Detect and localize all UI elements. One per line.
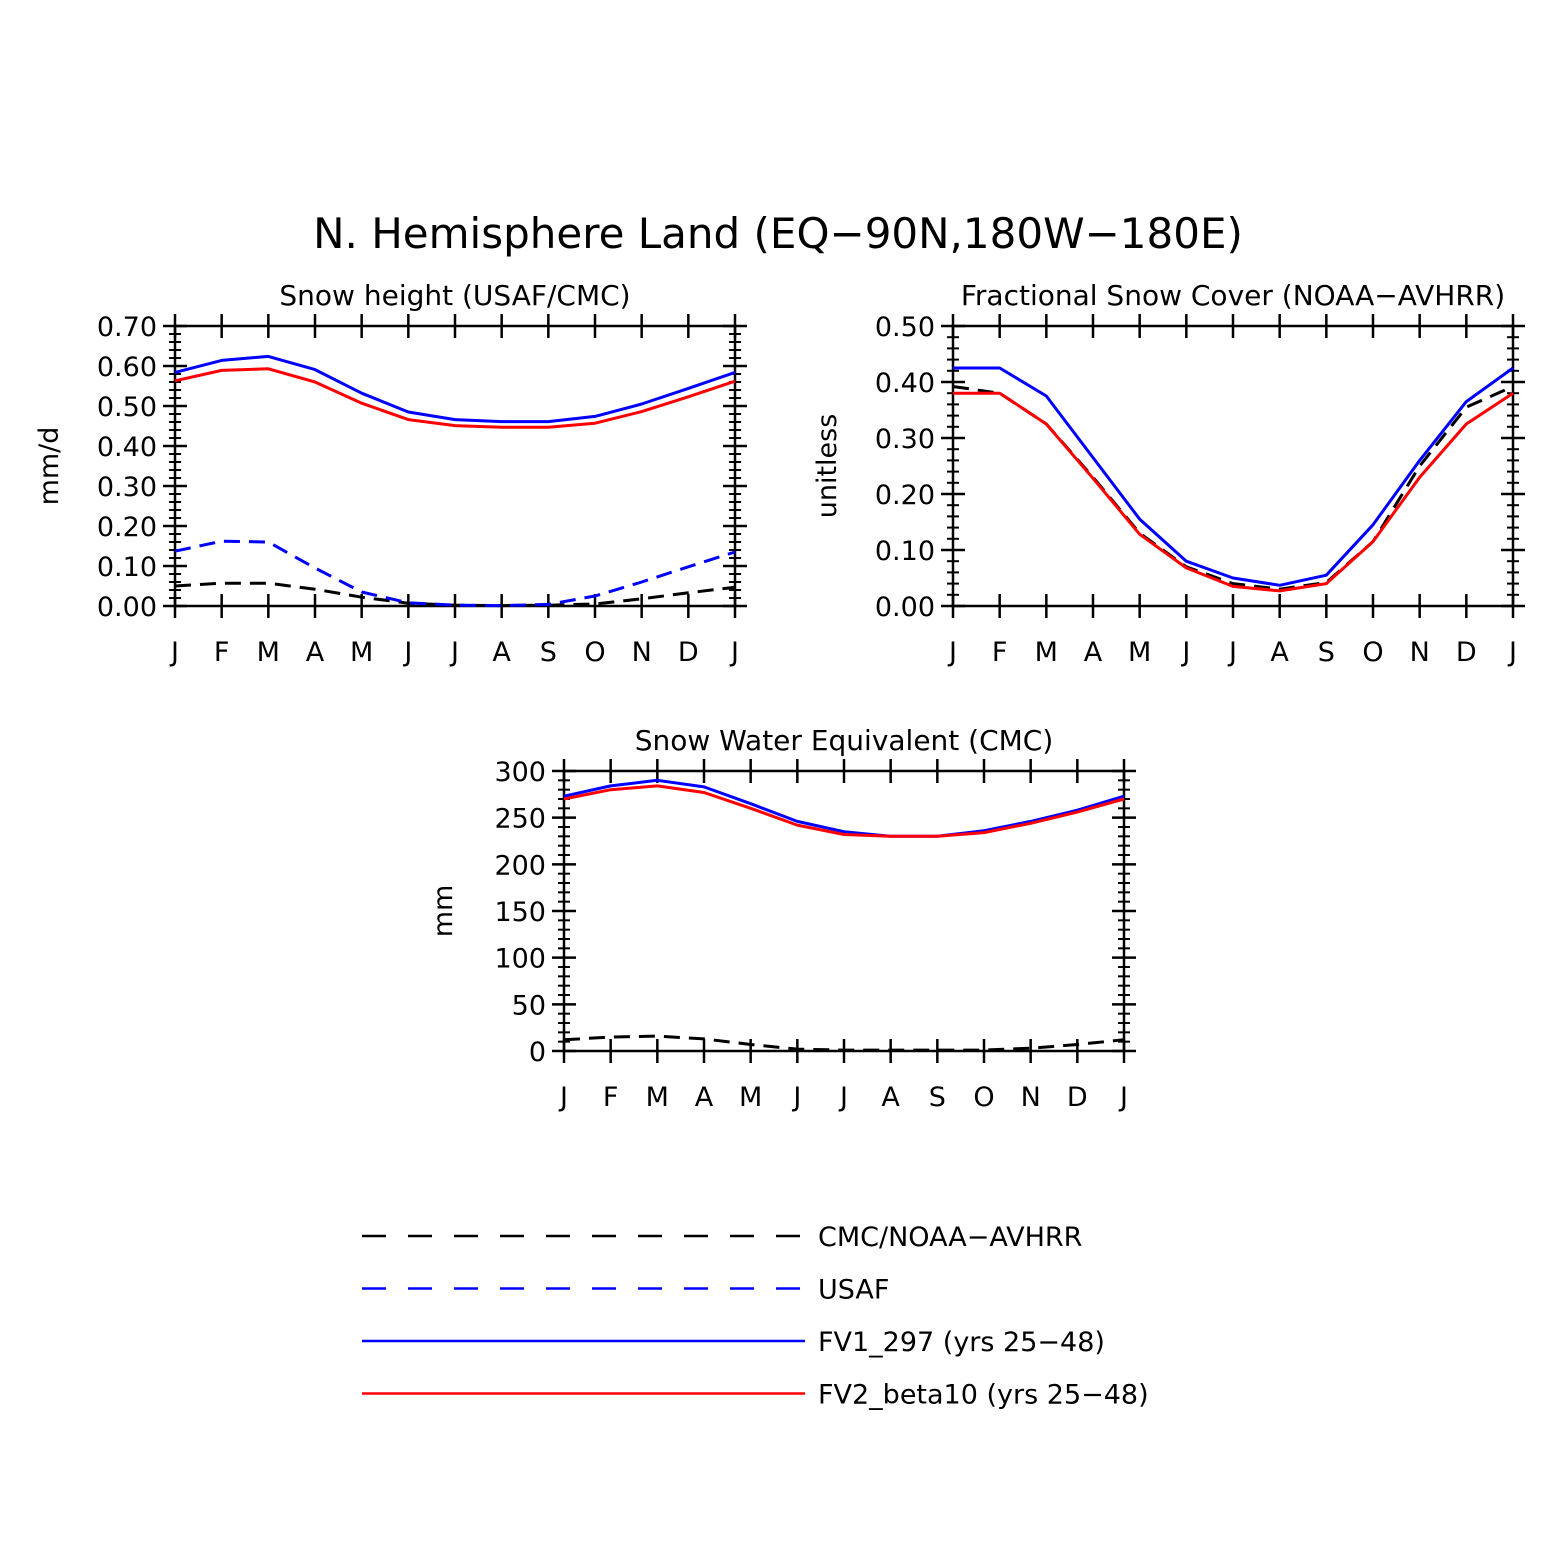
x-tick-label: J xyxy=(1180,637,1190,668)
y-axis-label: mm/d xyxy=(34,427,65,506)
plot-panels: Snow height (USAF/CMC) mm/d 0.00 0.10 0.20 0.… xyxy=(34,279,1525,1113)
y-tick-label: 250 xyxy=(494,804,546,835)
x-tick-label: N xyxy=(1410,637,1430,668)
x-tick-label: D xyxy=(678,637,699,668)
y-tick-label: 0.40 xyxy=(97,432,157,463)
panel-title: Snow Water Equivalent (CMC) xyxy=(635,724,1054,757)
legend-label-fv1: FV1_297 (yrs 25−48) xyxy=(818,1327,1105,1358)
x-tick-label: A xyxy=(1084,637,1103,668)
x-tick-label: J xyxy=(838,1082,848,1113)
x-tick-label: M xyxy=(1035,637,1058,668)
x-tick-label: S xyxy=(540,637,557,668)
panel-2: Fractional Snow Cover (NOAA−AVHRR) unitle… xyxy=(812,279,1525,668)
x-tick-label: A xyxy=(492,637,511,668)
y-tick-label: 0.30 xyxy=(875,424,935,455)
series-line-fv1 xyxy=(563,778,1125,838)
x-tick-label: S xyxy=(1318,637,1335,668)
panel-title: Snow height (USAF/CMC) xyxy=(279,279,630,312)
y-tick-label: 0.20 xyxy=(875,480,935,511)
x-tick-label: J xyxy=(169,637,179,668)
x-tick-label: N xyxy=(1021,1082,1041,1113)
y-tick-label: 0.50 xyxy=(97,392,157,423)
series-line-fv2 xyxy=(953,391,1514,593)
series-line-usaf xyxy=(174,539,736,608)
series-line-cmc xyxy=(174,581,736,608)
x-tick-label: M xyxy=(350,637,373,668)
x-tick-label: J xyxy=(1507,637,1517,668)
x-tick-label: J xyxy=(402,637,412,668)
y-tick-label: 0.50 xyxy=(875,312,935,343)
panel-title: Fractional Snow Cover (NOAA−AVHRR) xyxy=(961,279,1505,312)
x-tick-label: O xyxy=(584,637,605,668)
x-tick-label: A xyxy=(695,1082,714,1113)
x-tick-label: J xyxy=(791,1082,801,1113)
x-tick-label: D xyxy=(1456,637,1477,668)
series-line-fv1 xyxy=(953,366,1514,587)
y-tick-label: 0.20 xyxy=(97,512,157,543)
y-tick-label: 0.30 xyxy=(97,472,157,503)
series-line-fv2 xyxy=(174,367,736,429)
x-tick-label: A xyxy=(1270,637,1289,668)
x-tick-label: J xyxy=(729,637,739,668)
panel-1: Snow height (USAF/CMC) mm/d 0.00 0.10 0.20 0.… xyxy=(34,279,747,668)
y-tick-label: 200 xyxy=(494,850,546,881)
legend-label-fv2: FV2_beta10 (yrs 25−48) xyxy=(818,1380,1149,1411)
figure-title: N. Hemisphere Land (EQ−90N,180W−180E) xyxy=(313,209,1243,258)
x-tick-label: F xyxy=(214,637,230,668)
y-tick-label: 50 xyxy=(512,990,546,1021)
series-line-cmc xyxy=(563,1034,1125,1052)
y-tick-label: 300 xyxy=(494,757,546,788)
x-tick-label: F xyxy=(603,1082,619,1113)
y-tick-label: 0.00 xyxy=(97,592,157,623)
x-tick-label: M xyxy=(646,1082,669,1113)
x-tick-label: J xyxy=(558,1082,568,1113)
legend-label-usaf: USAF xyxy=(818,1275,889,1306)
panel-3: Snow Water Equivalent (CMC) mm 0 50 100 150 20… xyxy=(428,724,1136,1113)
x-tick-label: N xyxy=(632,637,652,668)
x-tick-label: O xyxy=(1362,637,1383,668)
x-tick-label: J xyxy=(449,637,459,668)
x-tick-label: F xyxy=(992,637,1008,668)
legend: CMC/NOAA−AVHRR USAF FV1_297 (yrs 25−48) FV2… xyxy=(362,1222,1149,1411)
y-tick-label: 0.60 xyxy=(97,352,157,383)
y-axis-label: mm xyxy=(428,885,459,938)
series-line-fv2 xyxy=(563,784,1125,838)
y-tick-label: 150 xyxy=(494,897,546,928)
x-tick-label: J xyxy=(947,637,957,668)
x-tick-label: M xyxy=(257,637,280,668)
y-tick-label: 0.00 xyxy=(875,592,935,623)
y-tick-label: 0.40 xyxy=(875,368,935,399)
series-line-fv1 xyxy=(174,354,736,424)
y-tick-label: 0.70 xyxy=(97,312,157,343)
y-tick-label: 100 xyxy=(494,944,546,975)
x-tick-label: A xyxy=(881,1082,900,1113)
x-tick-label: M xyxy=(739,1082,762,1113)
y-tick-label: 0 xyxy=(529,1037,546,1068)
x-tick-label: D xyxy=(1067,1082,1088,1113)
x-tick-label: O xyxy=(973,1082,994,1113)
x-tick-label: A xyxy=(306,637,325,668)
x-tick-label: M xyxy=(1128,637,1151,668)
x-tick-label: S xyxy=(929,1082,946,1113)
y-tick-label: 0.10 xyxy=(97,552,157,583)
y-axis-label: unitless xyxy=(812,414,843,519)
legend-label-cmc: CMC/NOAA−AVHRR xyxy=(818,1222,1082,1253)
x-tick-label: J xyxy=(1227,637,1237,668)
y-tick-label: 0.10 xyxy=(875,536,935,567)
x-tick-label: J xyxy=(1118,1082,1128,1113)
